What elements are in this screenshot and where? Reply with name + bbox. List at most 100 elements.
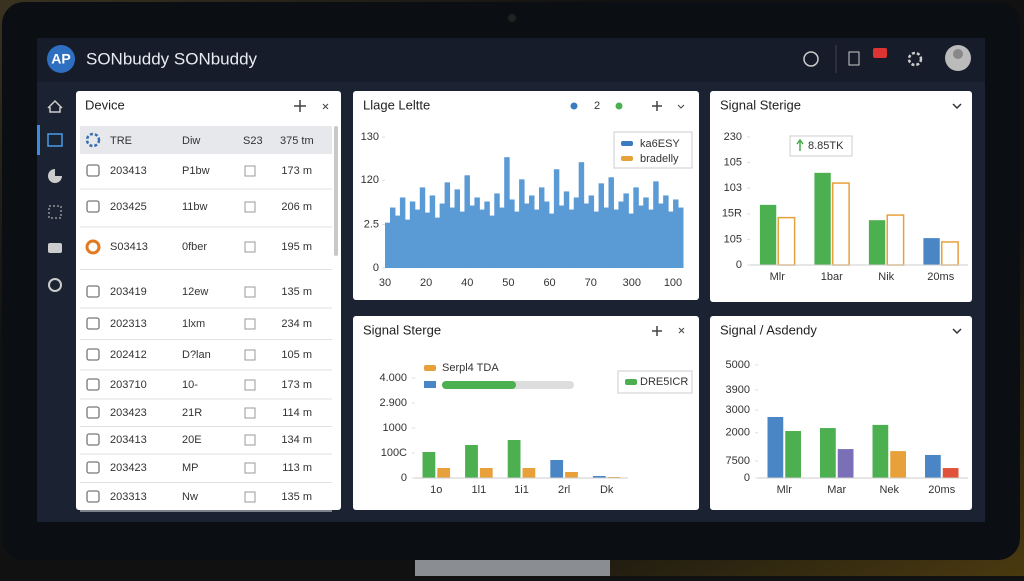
column-header: 375 tm xyxy=(280,135,314,147)
y-tick-label: 230 xyxy=(724,131,742,143)
close-button[interactable] xyxy=(322,103,329,110)
x-tick-label: 60 xyxy=(543,277,555,289)
device-name: P1bw xyxy=(182,165,210,177)
y-tick-label: 100C xyxy=(381,447,407,459)
x-tick-label: Mlr xyxy=(770,271,786,283)
close-button[interactable] xyxy=(678,327,685,334)
dropdown[interactable] xyxy=(952,103,962,110)
checkbox[interactable] xyxy=(244,201,256,213)
bar xyxy=(465,445,478,478)
checkbox[interactable] xyxy=(244,407,256,419)
legend-swatch xyxy=(621,141,633,146)
device-icon xyxy=(86,490,100,503)
bar xyxy=(563,191,570,268)
x-tick-label: Nik xyxy=(878,271,894,283)
bar xyxy=(923,238,940,265)
scrollbar[interactable] xyxy=(334,126,338,256)
network-icon[interactable] xyxy=(48,205,62,219)
bar xyxy=(524,203,530,268)
top-bar xyxy=(37,38,985,82)
bar xyxy=(507,440,521,478)
device-icon xyxy=(86,378,100,391)
bar xyxy=(449,207,456,268)
device-name: 11bw xyxy=(182,201,208,213)
bar xyxy=(429,195,436,268)
y-tick-label: 3000 xyxy=(726,404,750,416)
bar xyxy=(399,197,406,268)
legend-swatch xyxy=(625,379,637,385)
checkbox[interactable] xyxy=(244,318,256,330)
devices-icon[interactable] xyxy=(47,133,63,147)
checkbox[interactable] xyxy=(244,434,256,446)
device-name: 0fber xyxy=(182,241,207,253)
bar xyxy=(837,449,854,478)
device-icon xyxy=(85,239,101,255)
checkbox[interactable] xyxy=(244,379,256,391)
bar xyxy=(484,201,490,268)
control-label: 2 xyxy=(594,100,600,112)
device-name: D?lan xyxy=(182,349,211,361)
bar xyxy=(494,193,500,268)
bar xyxy=(550,460,564,478)
settings-icon[interactable] xyxy=(907,51,923,67)
bar xyxy=(638,205,644,268)
add-button[interactable] xyxy=(652,101,662,111)
dropdown[interactable] xyxy=(952,328,962,335)
add-button[interactable] xyxy=(652,326,662,336)
home-icon[interactable] xyxy=(47,99,63,113)
checkbox[interactable] xyxy=(244,462,256,474)
x-tick-label: 20ms xyxy=(928,484,955,496)
menu-button[interactable] xyxy=(677,104,685,109)
device-id: 203423 xyxy=(110,407,147,419)
device-value: 135 m xyxy=(281,286,312,298)
bar xyxy=(548,213,555,268)
bar xyxy=(603,207,609,268)
device-value: 105 m xyxy=(281,349,312,361)
device-icon xyxy=(86,461,100,474)
stand xyxy=(415,555,610,576)
x-tick-label: 100 xyxy=(664,277,682,289)
chart-panel xyxy=(353,91,699,300)
bar xyxy=(613,209,619,268)
badge-icon[interactable] xyxy=(48,278,62,292)
bar xyxy=(464,175,470,268)
bar xyxy=(658,203,664,268)
bar xyxy=(608,177,614,268)
chart-title: Signal / Asdendy xyxy=(720,322,817,337)
bar xyxy=(404,219,411,268)
up-arrow xyxy=(796,138,804,151)
y-tick-label: 0 xyxy=(744,472,750,484)
add-button[interactable] xyxy=(294,100,306,112)
checkbox[interactable] xyxy=(244,241,256,253)
device-value: 113 m xyxy=(282,462,312,474)
device-value: 206 m xyxy=(281,201,312,213)
refresh-icon[interactable] xyxy=(803,51,819,67)
column-header: S23 xyxy=(243,135,263,147)
bar xyxy=(469,205,475,268)
bar xyxy=(422,452,436,478)
progress-fill xyxy=(442,381,516,389)
x-tick-label: Mlr xyxy=(777,484,793,496)
column-header: TRE xyxy=(110,135,132,147)
x-tick-label: 20ms xyxy=(927,271,954,283)
checkbox[interactable] xyxy=(244,349,256,361)
checkbox[interactable] xyxy=(244,491,256,503)
checkbox[interactable] xyxy=(244,165,256,177)
header-icon xyxy=(85,132,101,148)
device-id: S03413 xyxy=(110,241,148,253)
bar xyxy=(573,197,580,268)
device-id: 203425 xyxy=(110,201,147,213)
bar xyxy=(592,476,606,478)
chart-icon[interactable] xyxy=(48,169,62,183)
y-tick-label: 7500 xyxy=(726,455,750,467)
grid-icon[interactable] xyxy=(848,51,860,66)
legend-box xyxy=(613,131,693,169)
device-id: 203419 xyxy=(110,286,147,298)
checkbox[interactable] xyxy=(244,286,256,298)
notification-icon[interactable] xyxy=(873,48,887,58)
device-name: 21R xyxy=(182,407,202,419)
storage-icon[interactable] xyxy=(48,243,62,253)
device-name: 12ew xyxy=(182,286,208,298)
bar xyxy=(890,451,906,478)
device-value: 234 m xyxy=(281,318,312,330)
